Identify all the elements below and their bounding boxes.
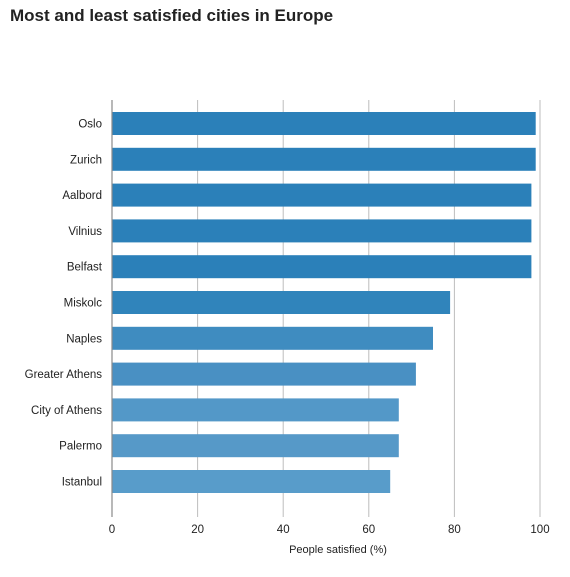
category-labels: Oslo Zurich Aalbord Vilnius Belfast Miskolc Na… <box>25 119 103 489</box>
category-label-vilnius: Vilnius <box>68 226 102 238</box>
category-label-city-of-athens: City of Athens <box>31 405 102 417</box>
bars <box>112 112 536 493</box>
x-tick-label-100: 100 <box>530 524 549 536</box>
bar-greater-athens <box>112 362 416 386</box>
bar-vilnius <box>112 219 532 243</box>
category-label-zurich: Zurich <box>70 154 102 166</box>
x-tick-label-80: 80 <box>448 524 461 536</box>
x-axis-label: People satisfied (%) <box>289 544 387 556</box>
x-tick-label-60: 60 <box>362 524 375 536</box>
bar-belfast <box>112 255 532 279</box>
bar-miskolc <box>112 291 451 314</box>
category-label-palermo: Palermo <box>59 441 102 453</box>
category-label-belfast: Belfast <box>67 262 103 274</box>
x-tick-label-40: 40 <box>277 524 290 536</box>
category-label-miskolc: Miskolc <box>64 298 103 310</box>
category-label-naples: Naples <box>66 333 102 345</box>
category-label-aalbord: Aalbord <box>62 190 102 202</box>
bar-istanbul <box>112 470 391 493</box>
category-label-oslo: Oslo <box>78 119 102 131</box>
chart-title: Most and least satisfied cities in Europ… <box>10 6 334 25</box>
bar-zurich <box>112 147 536 171</box>
category-label-istanbul: Istanbul <box>62 477 102 489</box>
x-tick-label-0: 0 <box>109 524 115 536</box>
bar-city-of-athens <box>112 398 399 422</box>
bar-oslo <box>112 112 536 135</box>
x-tick-label-20: 20 <box>191 524 204 536</box>
bar-palermo <box>112 434 399 458</box>
bar-aalbord <box>112 183 532 207</box>
tick-labels: 0 20 40 60 80 100 <box>109 524 550 536</box>
category-label-greater-athens: Greater Athens <box>25 369 103 381</box>
bar-naples <box>112 326 433 350</box>
